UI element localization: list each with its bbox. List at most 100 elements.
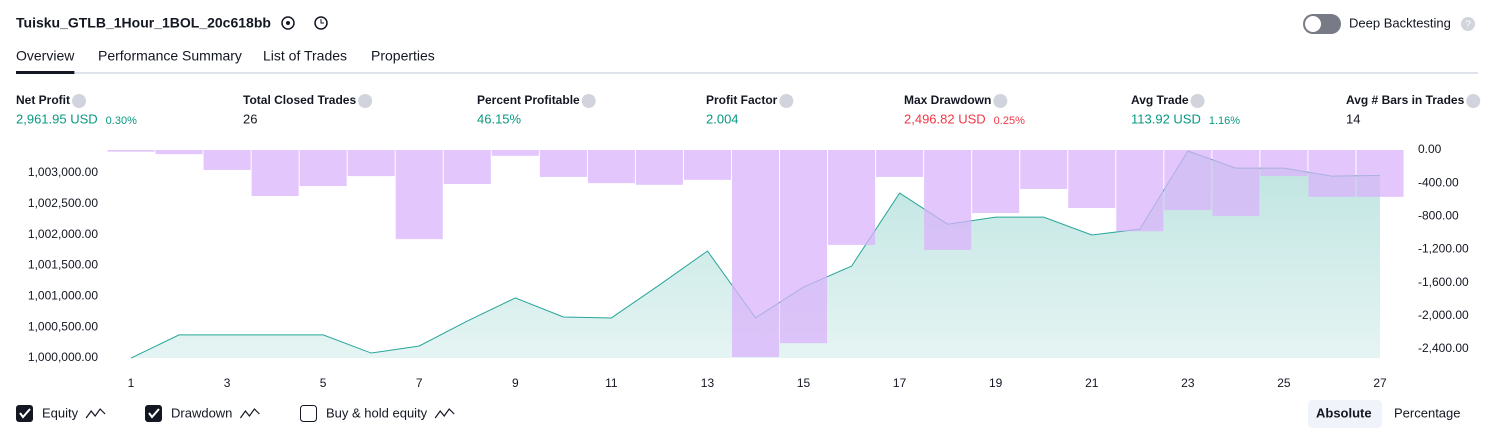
info-icon [993,94,1008,108]
drawdown-bar [683,150,731,180]
info-icon [581,94,596,108]
info-icon [1466,94,1481,108]
y2-tick-label: -800.00 [1418,208,1459,222]
y-tick-label: 1,000,000.00 [28,350,98,364]
x-tick-label: 23 [1181,376,1195,390]
tab[interactable]: Performance Summary [98,48,242,64]
check [19,408,31,419]
legend-label: Buy & hold equity [326,405,428,420]
legend-label: Equity [42,405,79,420]
x-tick-label: 21 [1085,376,1099,390]
checkbox[interactable] [300,405,317,422]
info-icon [779,94,794,108]
drawdown-bar [780,150,828,344]
x-tick-label: 9 [512,376,519,390]
y-tick-label: 1,001,500.00 [28,258,98,272]
legend-icon [434,408,455,419]
metric-label: Profit Factor [706,93,778,107]
y2-tick-label: -1,600.00 [1418,275,1469,289]
drawdown-bar [828,150,876,245]
checkbox[interactable] [16,405,33,422]
y2-tick-label: -400.00 [1418,175,1459,189]
drawdown-bar [1164,150,1212,211]
drawdown-bar [203,150,251,170]
info-icon [358,94,373,108]
metric-value: 26 [243,111,257,126]
x-tick-label: 17 [893,376,907,390]
metric-value: 2,496.82 USD [904,111,986,126]
x-tick-label: 7 [416,376,423,390]
metric-percent: 1.16% [1209,115,1240,127]
tab[interactable]: List of Trades [263,48,347,64]
metric-value: 14 [1346,111,1360,126]
metric-value: 113.92 USD [1131,111,1201,126]
drawdown-bar [1020,150,1068,189]
x-tick-label: 15 [797,376,811,390]
drawdown-bar [1068,150,1116,209]
drawdown-bar [395,150,443,240]
x-tick-label: 27 [1373,376,1387,390]
check [148,408,160,419]
drawdown-bar [251,150,299,197]
drawdown-bar [876,150,924,177]
help-icon[interactable] [1461,17,1475,31]
legend-label: Drawdown [171,405,232,420]
mode-button[interactable]: Percentage [1394,405,1461,420]
mode-button[interactable]: Absolute [1316,405,1372,420]
drawdown-bar [635,150,683,185]
x-tick-label: 13 [701,376,715,390]
drawdown-bar [972,150,1020,214]
strategy-title: Tuisku_GTLB_1Hour_1BOL_20c618bb [16,15,271,31]
metric-label: Avg Trade [1131,93,1189,107]
drawdown-bar [107,150,155,152]
x-tick-label: 3 [224,376,231,390]
x-tick-label: 5 [320,376,327,390]
drawdown-bar [731,150,780,358]
alert-icon[interactable] [314,16,328,30]
y2-tick-label: 0.00 [1418,142,1442,156]
metric-label: Max Drawdown [904,93,991,107]
drawdown-bar [1356,150,1404,197]
toggle-label: Deep Backtesting [1349,15,1451,30]
x-tick-label: 1 [128,376,135,390]
y2-tick-label: -2,000.00 [1418,308,1469,322]
metric-percent: 0.30% [106,115,137,127]
metric-label: Percent Profitable [477,93,580,107]
drawdown-bar [924,150,972,250]
x-tick-label: 11 [605,376,618,390]
drawdown-bar [443,150,491,184]
x-tick-label: 19 [989,376,1003,390]
x-tick-label: 25 [1277,376,1291,390]
info-icon [72,94,86,108]
drawdown-bar [155,150,203,155]
settings-icon[interactable] [281,16,295,30]
y2-tick-label: -1,200.00 [1418,242,1469,256]
metric-value: 2.004 [706,111,739,126]
y-tick-label: 1,000,500.00 [28,319,98,333]
drawdown-bar [1116,150,1164,232]
drawdown-bar [1260,150,1308,177]
drawdown-bar [299,150,347,187]
drawdown-bar [539,150,587,177]
y-tick-label: 1,001,000.00 [28,289,98,303]
drawdown-bar [347,150,395,177]
checkbox[interactable] [145,405,162,422]
tab-underline [16,71,75,74]
metric-label: Avg # Bars in Trades [1346,93,1465,107]
metric-percent: 0.25% [994,115,1025,127]
info-icon [1190,94,1205,108]
legend-icon [239,408,260,419]
tab[interactable]: Properties [371,48,435,64]
tab[interactable]: Overview [16,48,75,64]
mode-bg [1308,400,1382,428]
drawdown-bar [587,150,635,184]
metric-label: Net Profit [16,93,70,107]
metric-value: 2,961.95 USD [16,111,98,126]
toggle-knob [1305,16,1321,32]
metric-label: Total Closed Trades [243,93,356,107]
drawdown-bar [1308,150,1356,197]
y-tick-label: 1,002,500.00 [28,196,98,210]
drawdown-bar [491,150,539,156]
